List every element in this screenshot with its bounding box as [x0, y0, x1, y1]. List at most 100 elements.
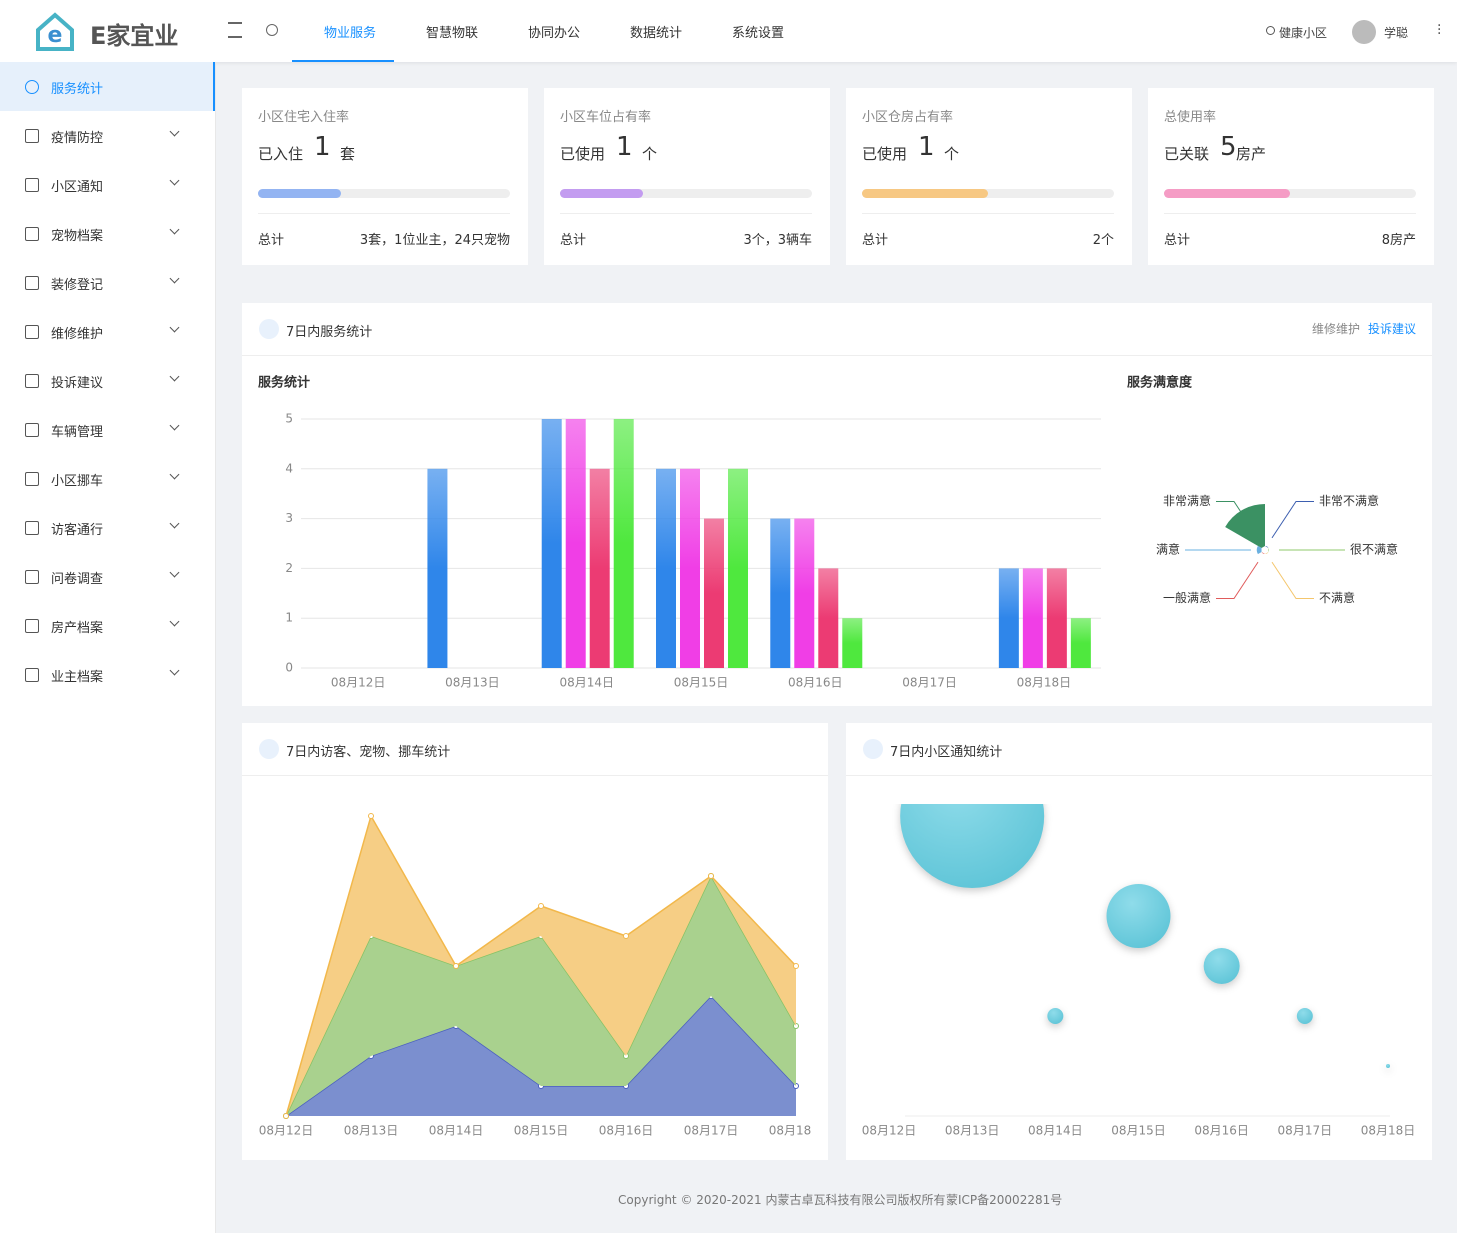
sidebar-item[interactable]: 房产档案 — [0, 601, 215, 650]
x-tick-label: 08月12日 — [862, 1124, 917, 1138]
nav-underline — [292, 60, 394, 62]
bar — [680, 468, 700, 668]
user-name[interactable]: 学聪 — [1384, 26, 1409, 40]
sidebar-label: 房产档案 — [51, 621, 104, 636]
refresh[interactable] — [266, 24, 278, 36]
sidebar-item[interactable]: 投诉建议 — [0, 356, 215, 405]
panel-link[interactable]: 维修维护 — [1312, 322, 1361, 336]
x-tick-label: 08月13日 — [344, 1124, 399, 1138]
sidebar-label: 投诉建议 — [51, 376, 104, 391]
header: e E家宜业 健康小区 学聪 · · · 物业服务 智慧物联 协同办公 数据统计 系统设置 — [0, 0, 1457, 62]
card-title: 小区仓房占有率 — [862, 110, 954, 125]
bar — [427, 468, 448, 668]
rose-label: 一般满意 — [1163, 590, 1211, 605]
panel-link[interactable]: 投诉建议 — [1368, 322, 1417, 336]
x-tick-label: 08月12日 — [331, 676, 386, 690]
y-tick-label: 3 — [285, 511, 293, 525]
sidebar-item[interactable]: 装修登记 — [0, 258, 215, 307]
card-prefix: 已使用 — [862, 145, 908, 163]
sidebar-label: 服务统计 — [51, 82, 104, 97]
bar — [589, 468, 610, 668]
menu-toggle[interactable] — [228, 22, 242, 38]
bar — [541, 419, 562, 668]
card-unit: 套 — [340, 145, 356, 163]
panel-icon — [863, 739, 883, 759]
panel-title: 7日内访客、宠物、挪车统计 — [286, 745, 451, 760]
sidebar-item[interactable]: 访客通行 — [0, 503, 215, 552]
rose-label: 非常满意 — [1163, 493, 1211, 508]
bar — [656, 468, 676, 668]
x-tick-label: 08月15日 — [514, 1124, 569, 1138]
x-tick-label: 08月16日 — [1194, 1124, 1249, 1138]
progress-track — [560, 189, 812, 198]
area — [286, 996, 796, 1116]
rose-sector — [1225, 504, 1265, 548]
x-tick-label: 08月17日 — [684, 1124, 739, 1138]
divider — [258, 213, 510, 214]
sidebar-icon — [25, 570, 39, 584]
card-unit: 个 — [642, 145, 658, 163]
point — [623, 933, 629, 939]
card-title: 小区车位占有率 — [560, 110, 652, 125]
logo-icon: e — [36, 12, 74, 51]
copyright: Copyright © 2020-2021 内蒙古卓瓦科技有限公司版权所有 — [618, 1193, 946, 1207]
sidebar-icon — [25, 521, 39, 535]
x-tick-label: 08月17日 — [902, 676, 957, 690]
bubble — [1203, 948, 1240, 984]
sidebar-icon — [25, 80, 39, 94]
sidebar-icon — [25, 325, 39, 339]
x-tick-label: 08月15日 — [674, 676, 729, 690]
progress-track — [1164, 189, 1416, 198]
bubble — [1296, 1008, 1313, 1024]
rose-label: 不满意 — [1319, 590, 1355, 605]
sidebar-label: 装修登记 — [51, 278, 104, 293]
rose-sector — [1265, 546, 1269, 548]
x-tick-label: 08月14日 — [559, 676, 614, 690]
sidebar-item[interactable]: 服务统计 — [0, 62, 215, 111]
sidebar-item[interactable]: 疫情防控 — [0, 111, 215, 160]
chart-title: 服务统计 — [258, 375, 310, 391]
bubble — [1047, 1008, 1064, 1024]
stat-card: 小区仓房占有率 已使用 1 个总计 2个 — [846, 88, 1132, 265]
card-prefix: 已使用 — [560, 145, 606, 163]
x-tick-label: 08月18日 — [1361, 1124, 1416, 1138]
sidebar-item[interactable]: 业主档案 — [0, 650, 215, 699]
sidebar-item[interactable]: 小区通知 — [0, 160, 215, 209]
total-label: 总计 — [862, 233, 889, 248]
stat-card: 小区车位占有率 已使用 1 个总计 3个，3辆车 — [544, 88, 830, 265]
more[interactable]: · · · — [1437, 18, 1442, 42]
nav-item[interactable]: 协同办公 — [528, 26, 581, 41]
bar — [728, 468, 748, 668]
sidebar-item[interactable]: 维修维护 — [0, 307, 215, 356]
leader-line — [1271, 501, 1314, 539]
point — [793, 963, 799, 969]
point — [708, 873, 714, 879]
bar — [794, 518, 815, 668]
nav-item[interactable]: 智慧物联 — [426, 26, 479, 41]
sidebar-label: 维修维护 — [51, 327, 104, 342]
sidebar-item[interactable]: 问卷调查 — [0, 552, 215, 601]
community[interactable]: 健康小区 — [1279, 26, 1328, 40]
bar — [613, 419, 634, 668]
panel-icon — [259, 319, 279, 339]
bar — [704, 518, 724, 668]
rose-label: 非常不满意 — [1319, 493, 1379, 508]
bar — [1070, 618, 1091, 668]
sidebar-item[interactable]: 宠物档案 — [0, 209, 215, 258]
sidebar-icon — [25, 668, 39, 682]
nav-item[interactable]: 系统设置 — [732, 26, 785, 41]
y-tick-label: 5 — [285, 412, 293, 426]
sidebar-item[interactable]: 车辆管理 — [0, 405, 215, 454]
nav-item[interactable]: 物业服务 — [324, 26, 377, 41]
x-tick-label: 08月15日 — [1111, 1124, 1166, 1138]
sidebar-icon — [25, 619, 39, 633]
avatar[interactable] — [1352, 20, 1376, 44]
sidebar-item[interactable]: 小区挪车 — [0, 454, 215, 503]
location-icon — [1266, 26, 1275, 35]
icp: 蒙ICP备20002281号 — [946, 1193, 1063, 1207]
card-unit: 房产 — [1236, 145, 1267, 163]
x-tick-label: 08月18日 — [769, 1124, 824, 1138]
total-value: 8房产 — [1381, 233, 1416, 248]
nav-item[interactable]: 数据统计 — [630, 26, 683, 41]
